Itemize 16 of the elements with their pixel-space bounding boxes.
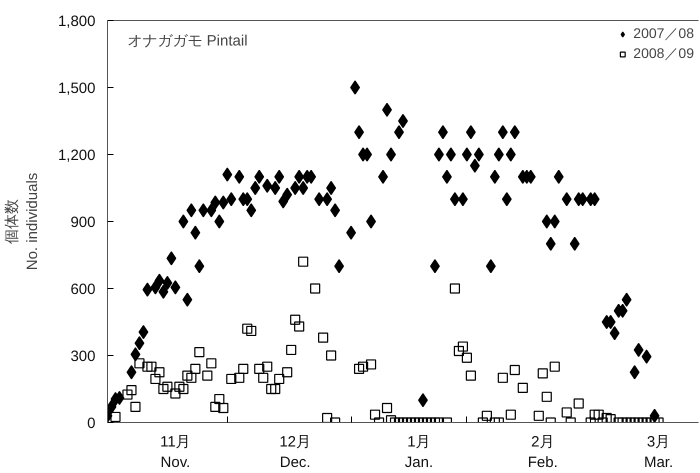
y-tick-label: 900 (70, 214, 96, 231)
y-tick-label: 600 (70, 281, 96, 298)
y-tick-label: 0 (87, 415, 96, 432)
x-tick-label: 3月 Mar. (644, 434, 674, 471)
y-tick-label: 1,200 (58, 147, 96, 164)
x-tick-label: 2月 Feb. (528, 434, 558, 471)
y-axis-title: 個体数 No. individuals (4, 172, 41, 270)
x-tick-label: 11月 Nov. (160, 434, 191, 471)
x-tick-label: 1月 Jan. (404, 434, 434, 471)
text: オナガガモ Pintail (128, 32, 248, 50)
y-tick-label: 300 (70, 348, 96, 365)
y-tick-label: 1,800 (58, 13, 96, 30)
y-tick-label: 1,500 (58, 80, 96, 97)
x-tick-label: 12月 Dec. (279, 434, 312, 471)
legend-label: 2008／09 (633, 45, 694, 63)
legend-label: 2007／08 (633, 25, 694, 43)
